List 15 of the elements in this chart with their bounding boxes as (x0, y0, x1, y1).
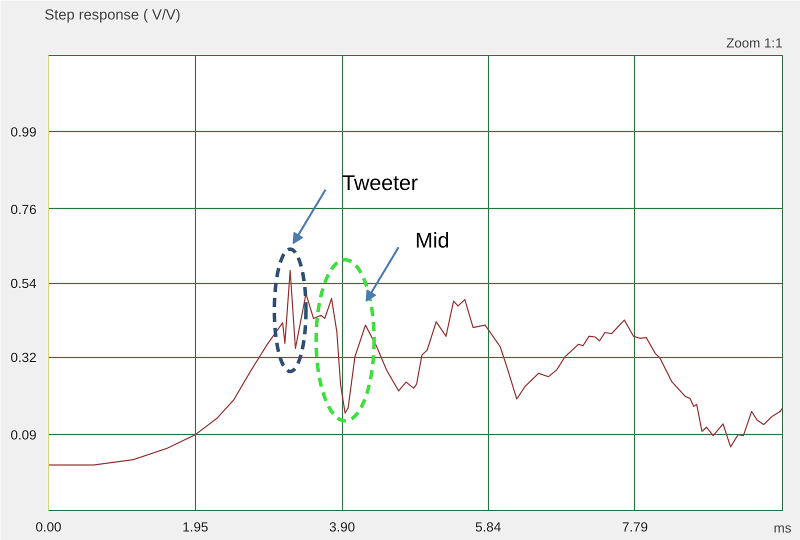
line-series (48, 270, 782, 466)
y-tick-label: 0.32 (10, 350, 37, 366)
annotation: Mid (415, 228, 450, 253)
text: Zoom 1:1 (726, 36, 783, 50)
y-tick-label: 0.76 (10, 202, 37, 217)
x-tick-label: 7.79 (622, 520, 648, 534)
y-tick-label: 0.54 (10, 276, 38, 291)
x-tick-label: 0.00 (36, 520, 62, 534)
x-tick-label: 3.90 (329, 520, 356, 534)
chart-title: Step response ( V/V) (44, 8, 181, 24)
x-axis-title: ms (774, 520, 792, 536)
y-tick-label: 0.09 (10, 428, 37, 443)
x-tick-label: 1.95 (182, 520, 208, 534)
y-tick-label: 0.99 (10, 124, 37, 140)
x-tick-label: 5.84 (475, 520, 502, 534)
